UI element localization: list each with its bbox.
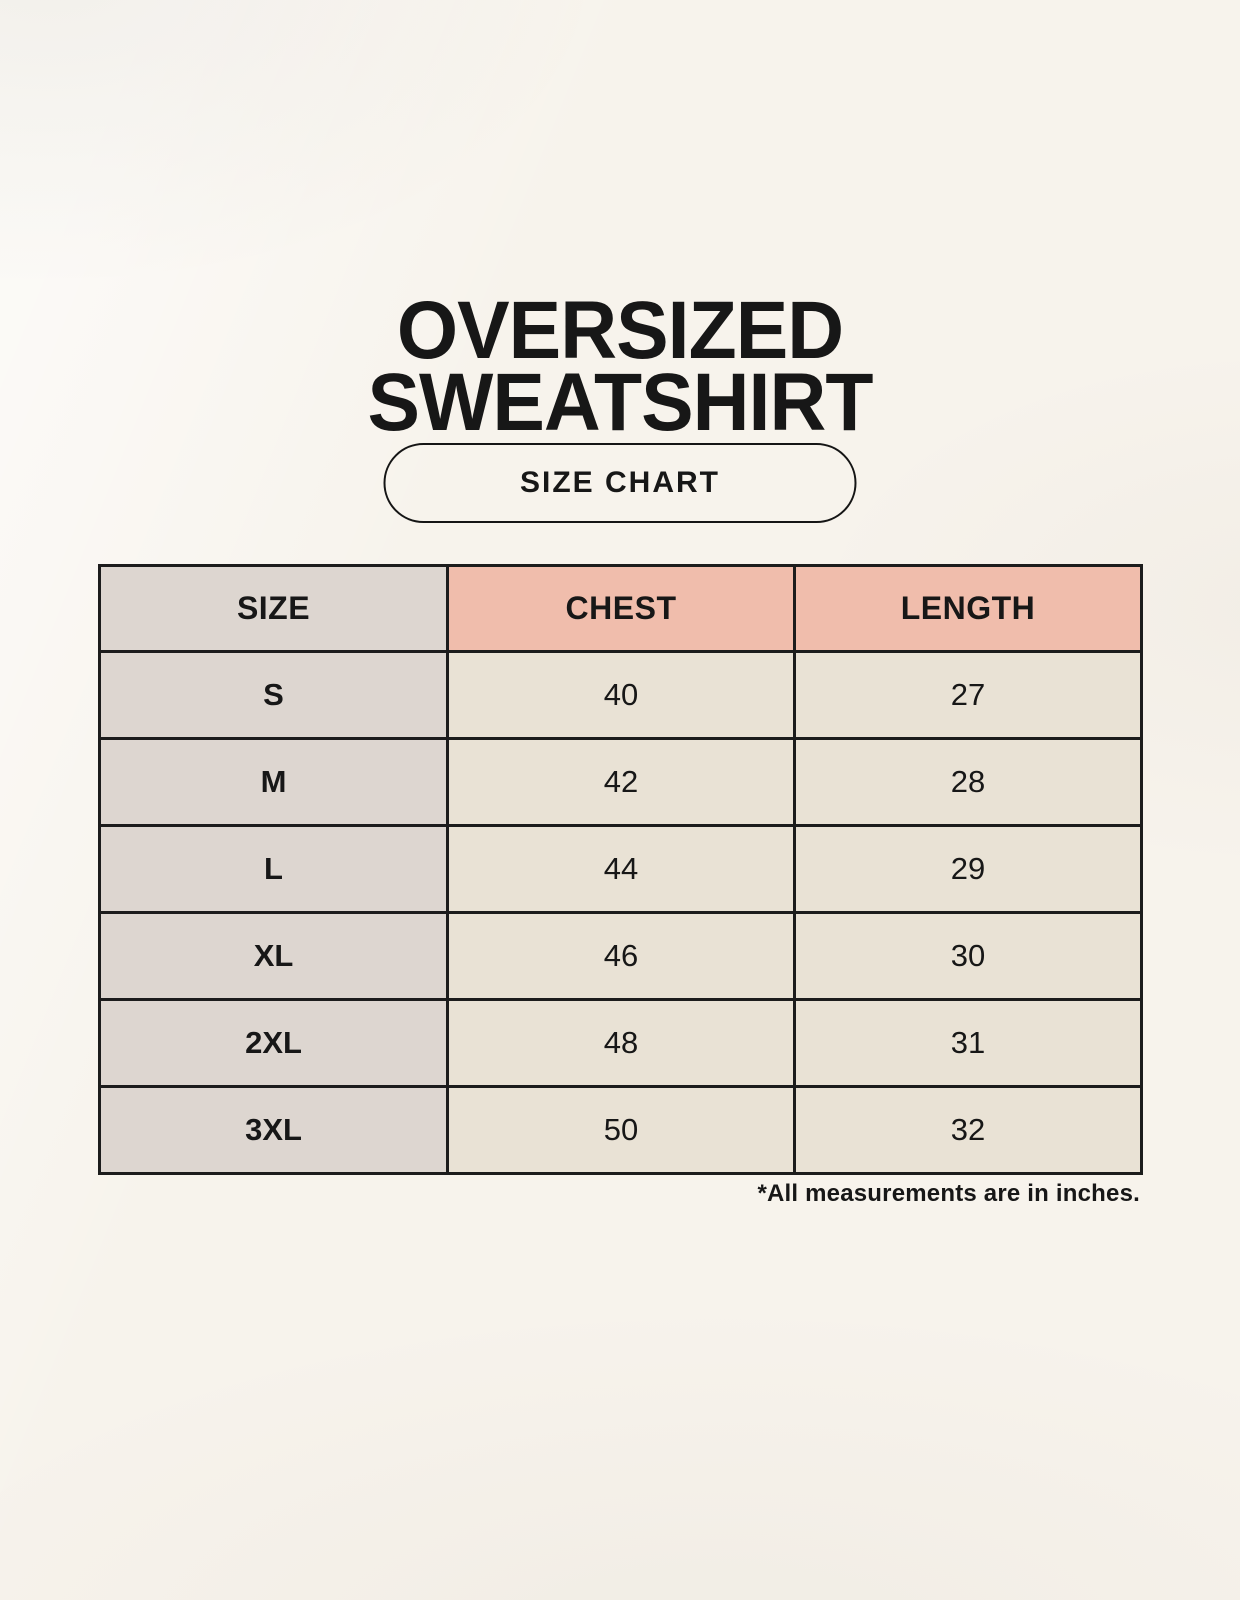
size-cell: 2XL bbox=[97, 998, 450, 1088]
size-table: SIZE CHEST LENGTH S 40 27 M 42 28 L 44 2… bbox=[97, 564, 1143, 1175]
size-cell: 3XL bbox=[97, 1085, 450, 1175]
column-header-length: LENGTH bbox=[793, 564, 1143, 653]
size-chart-badge[interactable]: SIZE CHART bbox=[383, 443, 857, 523]
chest-cell: 48 bbox=[446, 998, 796, 1088]
table-header-row: SIZE CHEST LENGTH bbox=[97, 564, 1143, 653]
length-cell: 32 bbox=[793, 1085, 1143, 1175]
product-title: OVERSIZED SWEATSHIRT bbox=[25, 284, 1215, 448]
length-cell: 27 bbox=[793, 650, 1143, 740]
chest-cell: 50 bbox=[446, 1085, 796, 1175]
chest-cell: 46 bbox=[446, 911, 796, 1001]
size-cell: M bbox=[97, 737, 450, 827]
table-row-3xl: 3XL 50 32 bbox=[97, 1085, 1143, 1175]
size-cell: L bbox=[97, 824, 450, 914]
length-cell: 31 bbox=[793, 998, 1143, 1088]
product-title-line-1: OVERSIZED bbox=[396, 284, 844, 376]
table-row-m: M 42 28 bbox=[97, 737, 1143, 827]
table-row-2xl: 2XL 48 31 bbox=[97, 998, 1143, 1088]
measurements-footnote: *All measurements are in inches. bbox=[757, 1180, 1140, 1207]
size-cell: XL bbox=[97, 911, 450, 1001]
product-title-line-2: SWEATSHIRT bbox=[367, 356, 874, 448]
column-header-chest: CHEST bbox=[446, 564, 796, 653]
table-row-xl: XL 46 30 bbox=[97, 911, 1143, 1001]
size-chart-badge-label: SIZE CHART bbox=[520, 466, 720, 499]
chest-cell: 44 bbox=[446, 824, 796, 914]
chest-cell: 40 bbox=[446, 650, 796, 740]
size-cell: S bbox=[97, 650, 450, 740]
length-cell: 30 bbox=[793, 911, 1143, 1001]
length-cell: 29 bbox=[793, 824, 1143, 914]
table-row-l: L 44 29 bbox=[97, 824, 1143, 914]
column-header-size: SIZE bbox=[97, 564, 450, 653]
chest-cell: 42 bbox=[446, 737, 796, 827]
length-cell: 28 bbox=[793, 737, 1143, 827]
table-row-s: S 40 27 bbox=[97, 650, 1143, 740]
